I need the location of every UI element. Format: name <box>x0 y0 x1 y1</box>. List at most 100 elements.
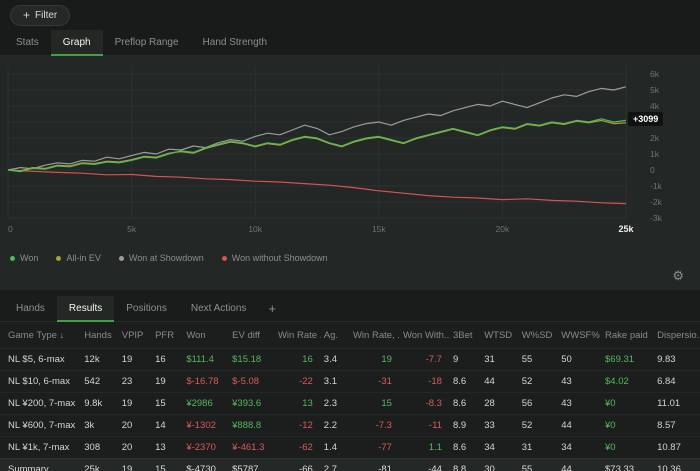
y-axis-label: -3k <box>650 213 663 223</box>
cell: 542 <box>81 370 119 393</box>
cell: 55 <box>518 458 559 471</box>
tab-next-actions[interactable]: Next Actions <box>190 303 247 314</box>
tab-hands[interactable]: Hands <box>16 303 45 314</box>
cell: 13 <box>274 392 321 415</box>
cell: 8.57 <box>654 414 700 437</box>
cell: 19 <box>118 458 153 471</box>
column-header[interactable]: Game Type ↓ <box>0 322 82 349</box>
cell: 55 <box>518 348 559 371</box>
legend-label: All-in EV <box>66 253 101 263</box>
table-row[interactable]: NL ¥1k, 7-max 308 20 13 ¥-2370 ¥-461.3 -62 1.4-… <box>0 436 700 459</box>
tab-graph[interactable]: Graph <box>50 30 103 56</box>
filter-button[interactable]: + Filter <box>10 4 71 26</box>
cell: 8.6 <box>449 392 482 415</box>
column-header[interactable]: Won <box>183 322 230 349</box>
column-header[interactable]: WWSF% <box>558 322 603 349</box>
column-header[interactable]: W%SD <box>518 322 559 349</box>
table-row[interactable]: NL $5, 6-max 12k 19 16 $111.4 $15.18 16 3.4 19 -7… <box>0 348 700 371</box>
column-header[interactable]: WTSD <box>481 322 519 349</box>
column-header[interactable]: VPIP <box>118 322 153 349</box>
cell: 9.83 <box>654 348 700 371</box>
cell: $5787 <box>229 458 275 471</box>
y-axis-label: 4k <box>650 101 660 111</box>
cell: $-5.08 <box>229 370 275 393</box>
tab-preflop-range[interactable]: Preflop Range <box>114 37 179 48</box>
cell: -22 <box>274 370 321 393</box>
column-header[interactable]: Hands <box>81 322 119 349</box>
cell: ¥0 <box>602 414 655 437</box>
y-axis-label: -2k <box>650 197 663 207</box>
legend-item-won-at-showdown[interactable]: Won at Showdown <box>118 253 204 263</box>
add-tab-button[interactable]: + <box>268 301 277 316</box>
table-header-row: Game Type ↓ Hands VPIP PFR Won EV diff Win Rat… <box>0 322 700 349</box>
cell: 13 <box>152 436 184 459</box>
cell: -44 <box>399 458 450 471</box>
table-row[interactable]: NL $10, 6-max 542 23 19 $-16.78 $-5.08 -22 3.1-… <box>0 370 700 393</box>
cell: 16 <box>152 348 184 371</box>
column-header[interactable]: EV diff <box>229 322 275 349</box>
top-bar: + Filter <box>0 0 700 30</box>
cell: 3.1 <box>320 370 350 393</box>
cell: -11 <box>399 414 450 437</box>
cell: NL ¥600, 7-max <box>0 414 82 437</box>
summary-row[interactable]: Summary 25k 19 15 $-4730 $5787 -66 2.7 -81 -44 8.8… <box>0 458 700 471</box>
graph-options-row: ⚙ <box>0 265 700 290</box>
cell: 34 <box>481 436 519 459</box>
column-header[interactable]: Ag. <box>320 322 350 349</box>
tab-results[interactable]: Results <box>56 296 115 322</box>
column-header[interactable]: Won With... <box>399 322 450 349</box>
series-line <box>7 169 627 205</box>
cell: 14 <box>152 414 184 437</box>
cell: 31 <box>481 348 519 371</box>
cell: 3k <box>81 414 119 437</box>
cell: 11.01 <box>654 392 700 415</box>
cell: 15 <box>152 458 184 471</box>
cell: 8.6 <box>449 436 482 459</box>
cell: 2.2 <box>320 414 350 437</box>
cell: 52 <box>518 370 559 393</box>
cell: -12 <box>274 414 321 437</box>
cell: 19 <box>118 348 153 371</box>
cell: -62 <box>274 436 321 459</box>
cell: -8.3 <box>399 392 450 415</box>
chart-legend: Won All-in EV Won at Showdown Won withou… <box>0 248 700 265</box>
column-header[interactable]: Dispersio... <box>654 322 700 349</box>
legend-label: Won <box>20 253 39 263</box>
column-header[interactable]: Win Rate ... <box>274 322 321 349</box>
cell: 43 <box>558 392 603 415</box>
column-header[interactable]: PFR <box>152 322 184 349</box>
legend-item-allin-ev[interactable]: All-in EV <box>56 253 101 263</box>
cell: ¥-1302 <box>183 414 230 437</box>
column-header[interactable]: Win Rate, ... <box>349 322 400 349</box>
column-header[interactable]: Rake paid <box>602 322 655 349</box>
table-tab-bar: Hands Results Positions Next Actions + <box>0 296 700 322</box>
cell: $73.33 <box>602 458 655 471</box>
cell: $4.02 <box>602 370 655 393</box>
cell: $69.31 <box>602 348 655 371</box>
table-row[interactable]: NL ¥600, 7-max 3k 20 14 ¥-1302 ¥888.8 -12 2.2 -7… <box>0 414 700 437</box>
cell: 44 <box>558 414 603 437</box>
cell: 34 <box>558 436 603 459</box>
cell: -31 <box>349 370 400 393</box>
cell: 2.7 <box>320 458 350 471</box>
settings-gear-icon[interactable]: ⚙ <box>672 268 684 283</box>
cell: NL $5, 6-max <box>0 348 82 371</box>
tab-hand-strength[interactable]: Hand Strength <box>202 37 268 48</box>
y-axis-label: 2k <box>650 133 660 143</box>
column-header[interactable]: 3Bet <box>449 322 482 349</box>
cell: -81 <box>349 458 400 471</box>
cell: ¥2986 <box>183 392 230 415</box>
cell: 1.1 <box>399 436 450 459</box>
cell: ¥0 <box>602 392 655 415</box>
tab-stats[interactable]: Stats <box>16 37 39 48</box>
legend-item-won[interactable]: Won <box>10 253 38 263</box>
table-row[interactable]: NL ¥200, 7-max 9.8k 19 15 ¥2986 ¥393.6 13 2.3 15… <box>0 392 700 415</box>
y-axis-label: 5k <box>650 85 660 95</box>
tab-positions[interactable]: Positions <box>126 303 167 314</box>
legend-item-won-without-showdown[interactable]: Won without Showdown <box>221 253 328 263</box>
cell: 25k <box>81 458 119 471</box>
cell: 23 <box>118 370 153 393</box>
